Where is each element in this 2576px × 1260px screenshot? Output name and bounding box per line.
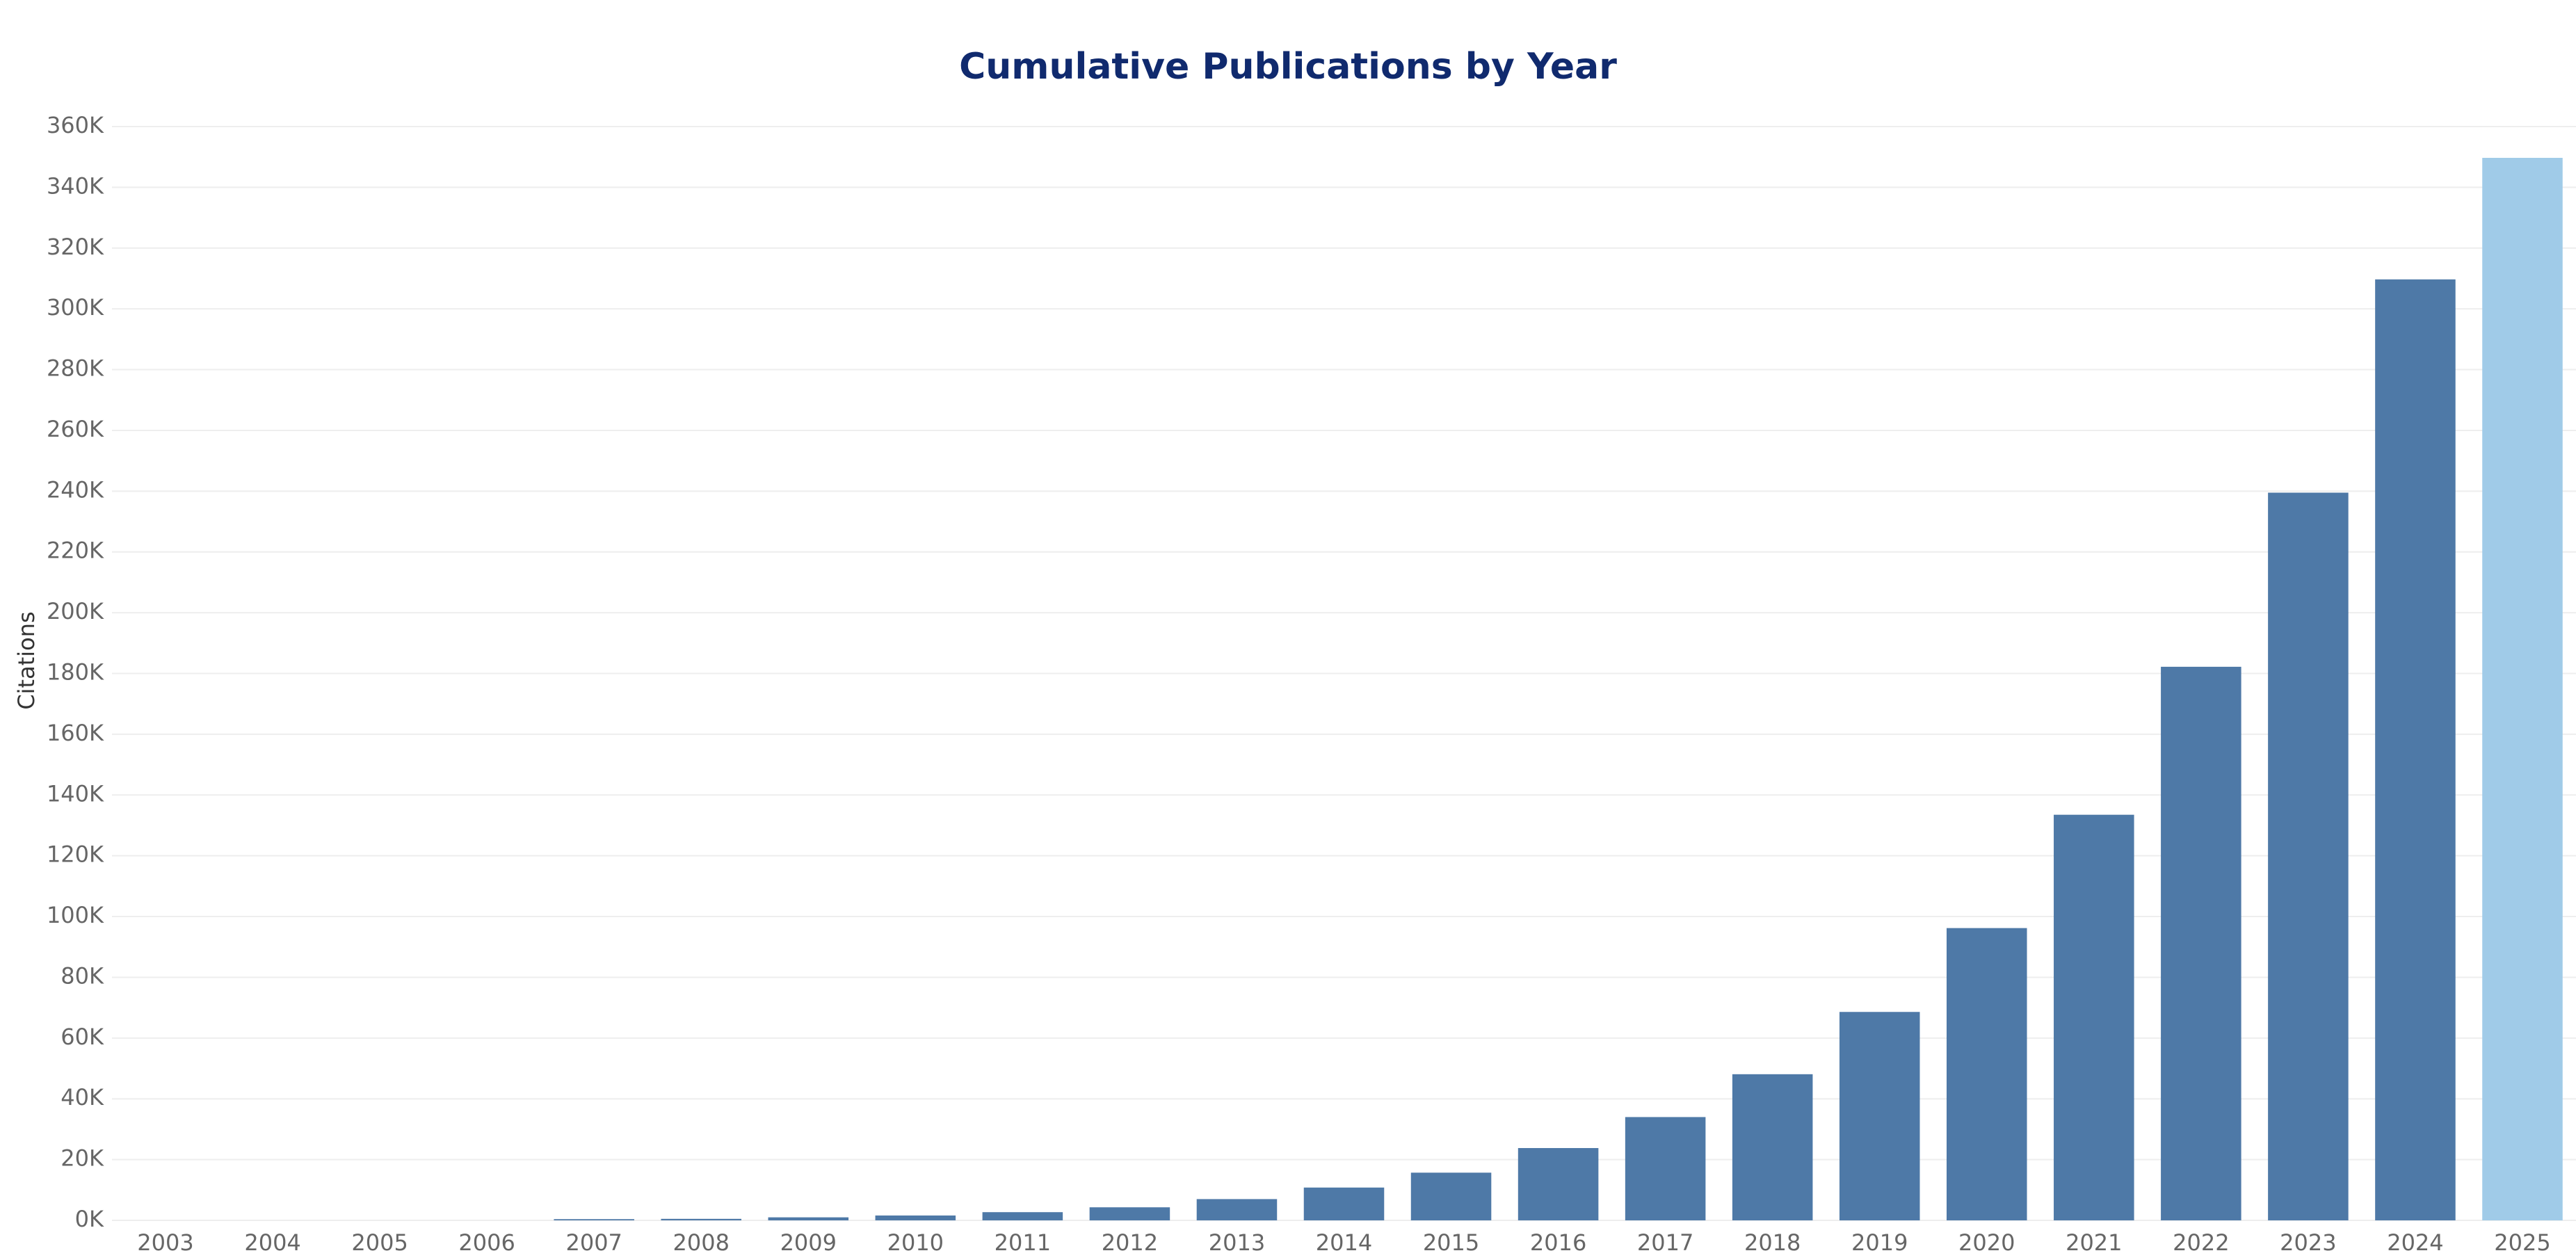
- x-tick-label: 2011: [995, 1229, 1051, 1256]
- x-tick-label: 2021: [2066, 1229, 2122, 1256]
- bar: [2375, 279, 2456, 1220]
- x-tick-label: 2012: [1102, 1229, 1158, 1256]
- x-tick-label: 2017: [1637, 1229, 1693, 1256]
- x-tick-label: 2006: [458, 1229, 515, 1256]
- x-tick-label: 2013: [1209, 1229, 1265, 1256]
- bar: [1946, 928, 2027, 1220]
- bar: [1839, 1012, 1920, 1220]
- y-tick-label: 80K: [61, 962, 104, 989]
- x-tick-label: 2008: [673, 1229, 730, 1256]
- bar: [661, 1218, 742, 1220]
- x-tick-label: 2025: [2494, 1229, 2550, 1256]
- bar: [982, 1212, 1063, 1220]
- x-tick-label: 2019: [1851, 1229, 1908, 1256]
- y-tick-label: 60K: [61, 1024, 104, 1050]
- x-tick-label: 2015: [1423, 1229, 1479, 1256]
- y-tick-label: 300K: [47, 294, 104, 321]
- x-tick-label: 2023: [2280, 1229, 2336, 1256]
- x-tick-label: 2020: [1958, 1229, 2015, 1256]
- bar: [1410, 1172, 1492, 1220]
- x-tick-label: 2005: [351, 1229, 408, 1256]
- y-tick-label: 340K: [47, 172, 104, 199]
- y-tick-label: 260K: [47, 416, 104, 442]
- chart-title: Cumulative Publications by Year: [959, 46, 1617, 88]
- x-tick-label: 2022: [2173, 1229, 2229, 1256]
- x-tick-label: 2003: [137, 1229, 193, 1256]
- bar: [2268, 492, 2349, 1220]
- bar: [1518, 1148, 1599, 1220]
- bar: [768, 1217, 849, 1220]
- bar: [1196, 1199, 1278, 1220]
- x-tick-label: 2007: [565, 1229, 622, 1256]
- bar: [1625, 1117, 1706, 1220]
- bar: [2482, 158, 2563, 1221]
- x-tick-label: 2014: [1316, 1229, 1372, 1256]
- y-tick-label: 320K: [47, 234, 104, 260]
- bar: [2161, 666, 2241, 1220]
- x-tick-label: 2024: [2387, 1229, 2443, 1256]
- y-tick-label: 140K: [47, 780, 104, 807]
- bar: [2054, 814, 2134, 1220]
- bar: [554, 1219, 634, 1220]
- y-tick-label: 0K: [75, 1206, 104, 1232]
- y-tick-label: 240K: [47, 476, 104, 503]
- y-tick-label: 220K: [47, 538, 104, 564]
- y-tick-label: 160K: [47, 720, 104, 746]
- bar: [1089, 1207, 1170, 1220]
- y-axis-label: Citations: [13, 611, 40, 709]
- bar: [1303, 1187, 1385, 1220]
- bar: [875, 1215, 956, 1220]
- x-tick-label: 2010: [887, 1229, 944, 1256]
- y-tick-label: 360K: [47, 112, 104, 138]
- y-tick-label: 100K: [47, 902, 104, 928]
- x-tick-label: 2018: [1744, 1229, 1801, 1256]
- y-tick-label: 20K: [61, 1145, 104, 1172]
- y-tick-label: 40K: [61, 1084, 104, 1110]
- y-tick-label: 180K: [47, 659, 104, 686]
- y-tick-label: 120K: [47, 841, 104, 868]
- bar: [1732, 1074, 1813, 1220]
- y-tick-label: 200K: [47, 598, 104, 624]
- x-tick-label: 2004: [244, 1229, 300, 1256]
- x-tick-label: 2016: [1530, 1229, 1586, 1256]
- y-tick-label: 280K: [47, 355, 104, 382]
- x-tick-label: 2009: [780, 1229, 837, 1256]
